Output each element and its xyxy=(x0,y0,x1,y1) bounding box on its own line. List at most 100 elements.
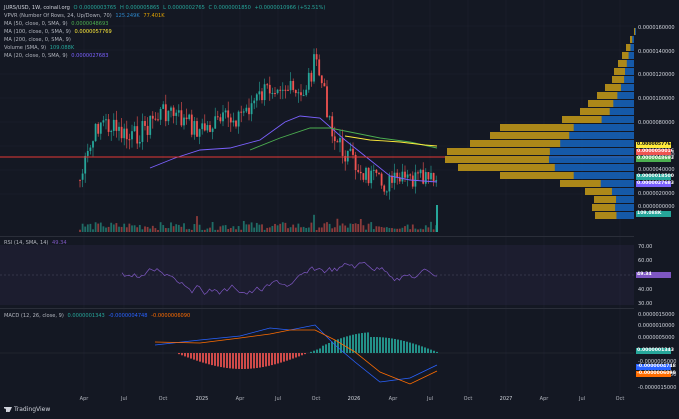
tradingview-logo[interactable]: TradingView xyxy=(4,406,50,413)
vpvr-row-down xyxy=(560,180,601,187)
indicator-legend-volume[interactable]: Volume (SMA, 9) 109.088K xyxy=(4,45,76,51)
volume-bar xyxy=(300,227,302,232)
volume-bar xyxy=(302,226,305,232)
macd-histogram-bar xyxy=(292,353,294,359)
macd-histogram-bar xyxy=(391,338,393,353)
macd-histogram-bar xyxy=(418,345,420,353)
tradingview-logo-icon xyxy=(4,407,12,412)
macd-histogram-bar xyxy=(352,334,354,353)
volume-bar xyxy=(346,227,349,232)
macd-histogram-bar xyxy=(226,353,228,368)
volume-bar xyxy=(339,225,341,232)
indicator-legend-vpvr[interactable]: VPVR (Number Of Rows, 24, Up/Down, 70) 1… xyxy=(4,13,167,19)
macd-legend[interactable]: MACD (12, 26, close, 9) 0.0000001343 -0.… xyxy=(4,313,192,319)
price-axis-label: 0.0000080000 xyxy=(638,120,675,126)
macd-histogram-bar xyxy=(421,346,423,353)
volume-bar xyxy=(198,224,201,232)
macd-histogram-bar xyxy=(217,353,219,367)
time-axis-label: Oct xyxy=(463,396,473,402)
candle-body xyxy=(318,59,321,76)
macd-histogram-bar xyxy=(304,353,306,355)
macd-histogram-bar xyxy=(400,340,402,353)
macd-histogram-bar xyxy=(316,349,318,353)
volume-bar xyxy=(424,225,427,232)
pane-separator-rsi[interactable] xyxy=(0,236,634,237)
volume-bar xyxy=(125,227,128,232)
vpvr-row-down xyxy=(597,92,618,99)
volume-bar xyxy=(289,227,292,232)
candle-body xyxy=(268,84,271,94)
vpvr-row-down xyxy=(594,196,616,203)
candle-body xyxy=(391,175,393,183)
volume-bar xyxy=(110,222,113,232)
macd-histogram-bar xyxy=(388,338,390,353)
rsi-axis-label: 70.00 xyxy=(638,244,653,250)
pane-separator-macd[interactable] xyxy=(0,308,634,309)
volume-bar xyxy=(248,224,250,232)
volume-bar xyxy=(229,227,232,232)
indicator-legend-ma50[interactable]: MA (50, close, 0, SMA, 9) 0.0000048693 xyxy=(4,21,111,27)
volume-bar xyxy=(112,224,115,232)
macd-line xyxy=(154,324,438,383)
indicator-legend-ma20[interactable]: MA (20, close, 0, SMA, 9) 0.0000027683 xyxy=(4,53,111,59)
candle-body xyxy=(164,104,167,122)
volume-bar xyxy=(86,224,89,232)
candle-body xyxy=(107,119,110,132)
indicator-legend-ma200[interactable]: MA (200, close, 0, SMA, 9) xyxy=(4,37,73,43)
vpvr-row-down xyxy=(588,100,614,107)
price-badge-last: 0.0000018500 xyxy=(636,174,674,180)
volume-bar xyxy=(196,216,198,232)
candle-body xyxy=(112,119,115,131)
candle-body xyxy=(307,72,310,90)
candle-body xyxy=(313,54,315,82)
macd-histogram-bar xyxy=(394,338,396,353)
volume-bar xyxy=(89,223,92,232)
volume-bar xyxy=(159,222,162,232)
indicator-label: MA (20, close, 0, SMA, 9) xyxy=(4,53,68,59)
volume-bar xyxy=(398,228,401,232)
candle-body xyxy=(185,117,188,120)
volume-bar xyxy=(224,225,227,232)
candle-body xyxy=(406,174,409,178)
candle-body xyxy=(170,107,172,111)
indicator-legend-ma100[interactable]: MA (100, close, 0, SMA, 9) 0.0000057769 xyxy=(4,29,114,35)
macd-histogram-bar xyxy=(259,353,261,368)
candle-body xyxy=(110,130,113,132)
volume-bar xyxy=(417,229,419,232)
candle-body xyxy=(89,147,92,151)
volume-bar xyxy=(318,227,321,232)
volume-bar xyxy=(219,226,222,232)
macd-axis-label: -0.0000015000 xyxy=(638,385,677,391)
candle-body xyxy=(326,86,328,118)
vpvr-row-down xyxy=(622,52,629,59)
macd-histogram-bar xyxy=(208,353,210,365)
candle-body xyxy=(86,150,89,156)
price-axis-label: 0.0000120000 xyxy=(638,72,675,78)
macd-badge-hist: 0.0000001343 xyxy=(636,348,674,354)
volume-bar xyxy=(365,229,367,232)
candle-body xyxy=(232,120,235,123)
volume-bar xyxy=(383,227,386,232)
candle-body xyxy=(404,171,406,178)
macd-histogram-bar xyxy=(184,353,186,357)
symbol-title[interactable]: JURS/USD, 1W, coinall.org xyxy=(4,5,70,11)
candle-body xyxy=(370,170,373,184)
candle-body xyxy=(385,191,388,193)
candle-body xyxy=(188,114,191,120)
volume-bar xyxy=(378,226,380,232)
candle-body xyxy=(138,141,141,144)
candle-body xyxy=(125,128,128,140)
volume-bar xyxy=(180,226,183,232)
rsi-legend[interactable]: RSI (14, SMA, 14) 49.34 xyxy=(4,240,69,246)
vpvr-row-down xyxy=(470,140,561,147)
macd-axis-label: 0.0000010000 xyxy=(638,323,675,329)
candle-body xyxy=(284,89,287,91)
volume-bar xyxy=(320,227,323,232)
candle-body xyxy=(115,119,118,131)
vpvr-row-down xyxy=(445,156,549,163)
candle-body xyxy=(133,126,136,132)
candle-body xyxy=(258,91,261,95)
macd-axis-label: -0.0000005000 xyxy=(638,359,677,365)
volume-bar xyxy=(188,228,191,232)
